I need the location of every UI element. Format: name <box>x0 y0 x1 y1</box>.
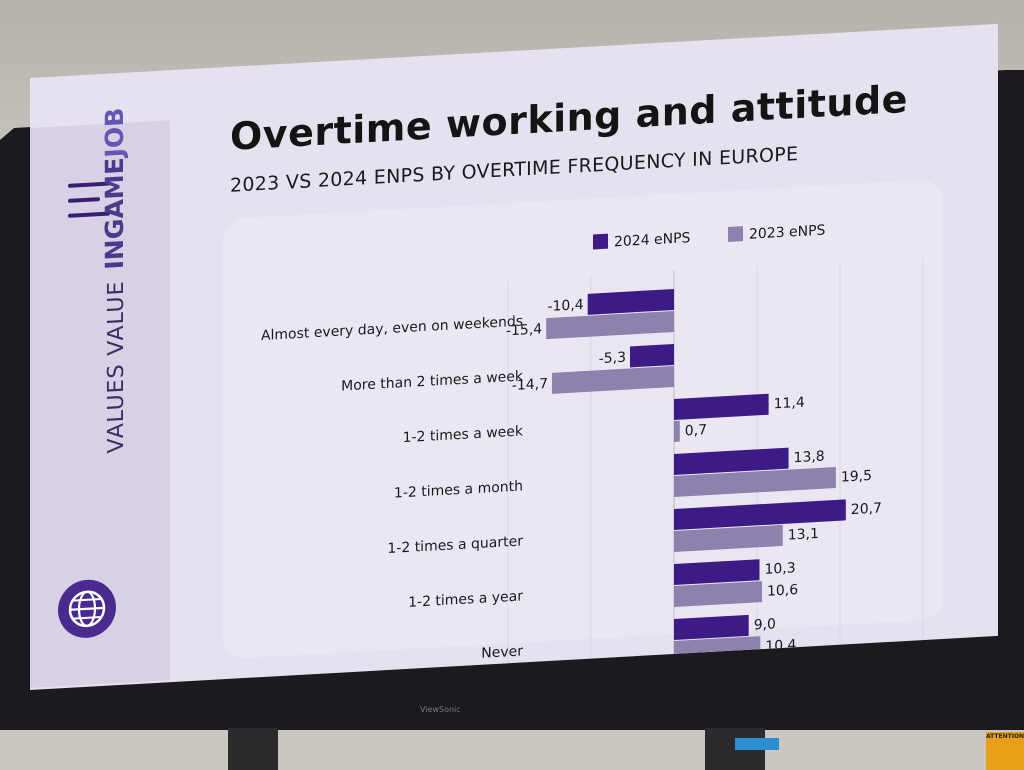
bar <box>674 559 760 585</box>
category-label: 1-2 times a week <box>403 423 524 446</box>
data-label: 13,1 <box>788 526 819 544</box>
monitor-stand-left <box>228 728 278 770</box>
legend-swatch <box>728 226 743 242</box>
data-label: 9,0 <box>754 616 776 633</box>
bar <box>674 499 846 530</box>
bar <box>674 447 789 475</box>
category-label: Never <box>481 643 523 661</box>
data-label: 13,8 <box>794 449 825 467</box>
data-label: 19,5 <box>841 468 872 486</box>
brand-name-part-b: JOB <box>100 107 129 159</box>
category-label: More than 2 times a week <box>341 368 524 394</box>
legend-label: 2024 eNPS <box>614 230 691 250</box>
legend-label: 2023 eNPS <box>749 223 826 243</box>
monitor-logo: ViewSonic <box>420 705 461 714</box>
data-label: 11,4 <box>774 395 805 413</box>
bar <box>674 581 762 607</box>
bar <box>674 524 783 552</box>
data-label: 0,7 <box>685 422 707 439</box>
brand-tagline: VALUES VALUE <box>104 279 129 454</box>
data-label: -10,4 <box>547 297 583 315</box>
data-label: 10,6 <box>767 582 798 600</box>
bar <box>674 420 680 442</box>
legend-swatch <box>593 233 608 250</box>
brand-logo: VALUES VALUE INGAMEJOB <box>100 107 129 454</box>
presentation-screen: VALUES VALUE INGAMEJOB Overtime working … <box>30 23 998 691</box>
sidebar: VALUES VALUE INGAMEJOB <box>30 107 170 688</box>
bar <box>587 288 674 315</box>
bar <box>674 393 769 420</box>
category-label: 1-2 times a month <box>394 478 523 501</box>
brand-name: INGAMEJOB <box>100 107 129 270</box>
category-label: 1-2 times a quarter <box>387 533 523 557</box>
brand-name-part-a: INGAME <box>100 156 129 271</box>
data-label: 20,7 <box>851 500 882 518</box>
category-label: 1-2 times a year <box>408 588 523 610</box>
data-label: 10,3 <box>764 560 795 578</box>
blue-sticker <box>735 738 779 750</box>
bar <box>674 466 836 497</box>
slide-title: Overtime working and attitude <box>230 76 908 159</box>
data-label: -14,7 <box>512 376 548 394</box>
category-label: Almost every day, even on weekends <box>261 313 523 344</box>
data-label: -5,3 <box>599 350 626 368</box>
data-label: -15,4 <box>506 321 542 339</box>
globe-icon <box>58 578 116 640</box>
bar <box>546 310 674 340</box>
bar <box>630 343 675 368</box>
warning-label: ATTENTION <box>986 732 1024 770</box>
bar <box>674 614 749 640</box>
bar <box>551 365 674 394</box>
